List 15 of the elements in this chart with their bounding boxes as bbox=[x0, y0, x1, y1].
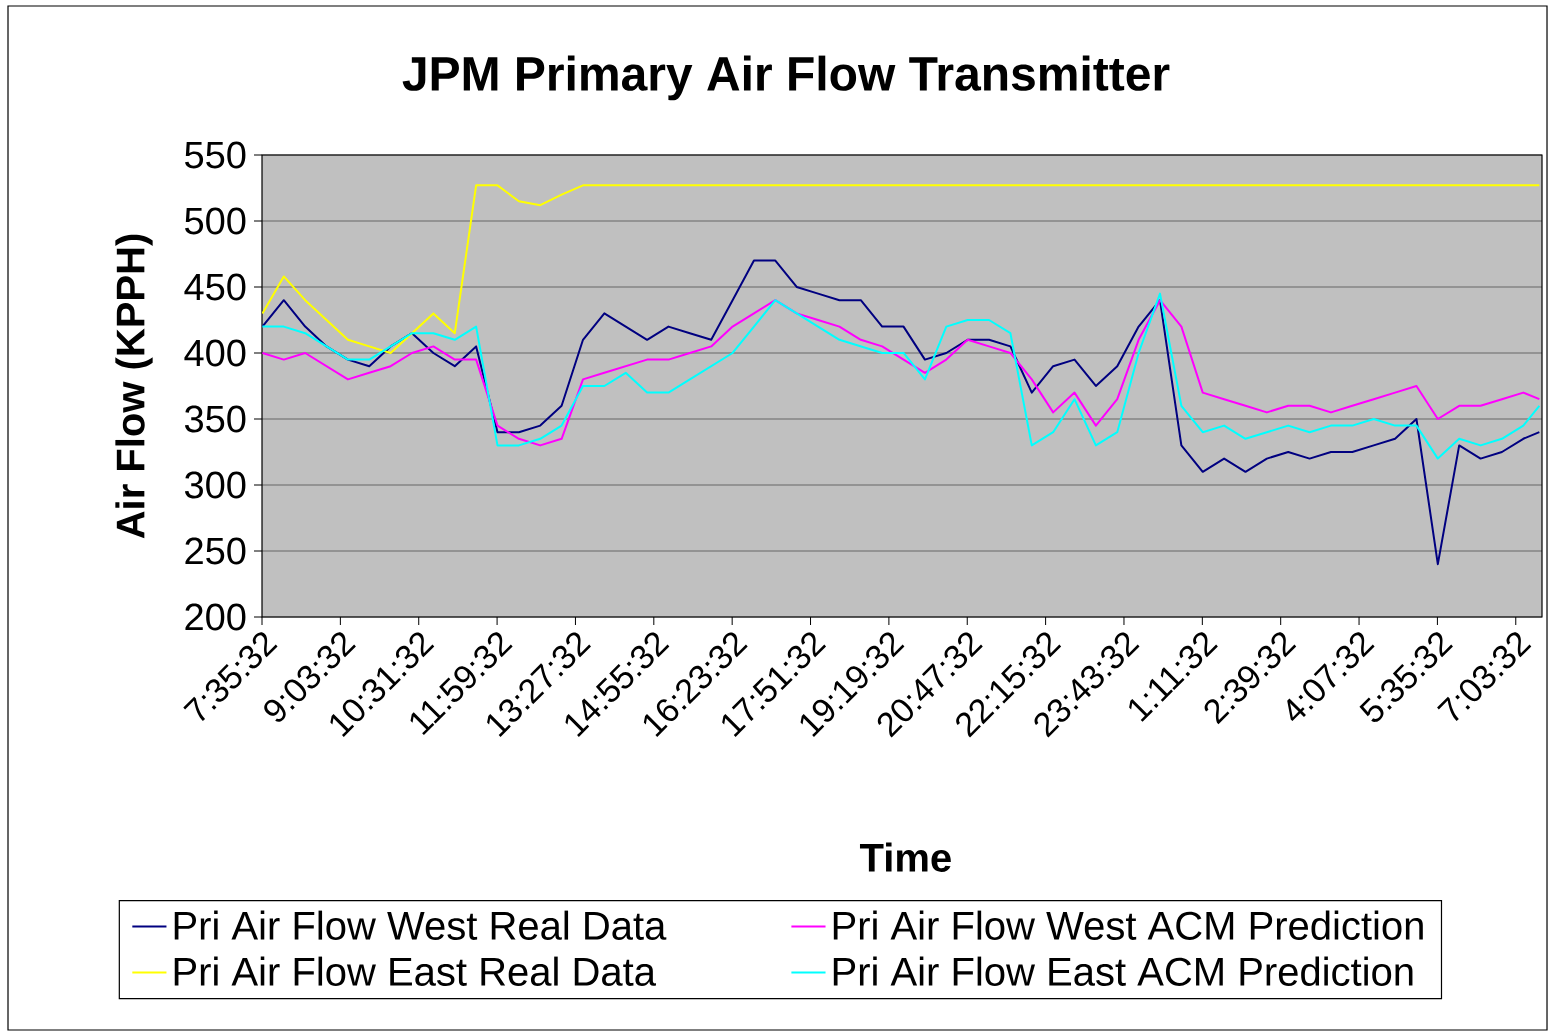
legend-label: Pri Air Flow East ACM Prediction bbox=[833, 956, 1413, 986]
y-tick-label: 500 bbox=[185, 207, 246, 235]
y-tick-label: 250 bbox=[185, 537, 246, 565]
legend-label: Pri Air Flow West ACM Prediction bbox=[833, 910, 1423, 940]
y-tick-label: 400 bbox=[184, 339, 246, 367]
y-tick-label: 450 bbox=[184, 273, 246, 301]
y-tick-label: 200 bbox=[185, 603, 246, 631]
y-tick-label: 300 bbox=[184, 471, 246, 499]
y-tick-label: 350 bbox=[184, 405, 246, 433]
x-axis-title: Time bbox=[859, 842, 951, 872]
y-axis-title: Air Flow (KPPH) bbox=[115, 234, 153, 539]
legend-label: Pri Air Flow West Real Data bbox=[174, 910, 667, 940]
chart-title: JPM Primary Air Flow Transmitter bbox=[402, 55, 1170, 101]
y-tick-label: 550 bbox=[185, 141, 246, 169]
legend-label: Pri Air Flow East Real Data bbox=[174, 956, 656, 986]
